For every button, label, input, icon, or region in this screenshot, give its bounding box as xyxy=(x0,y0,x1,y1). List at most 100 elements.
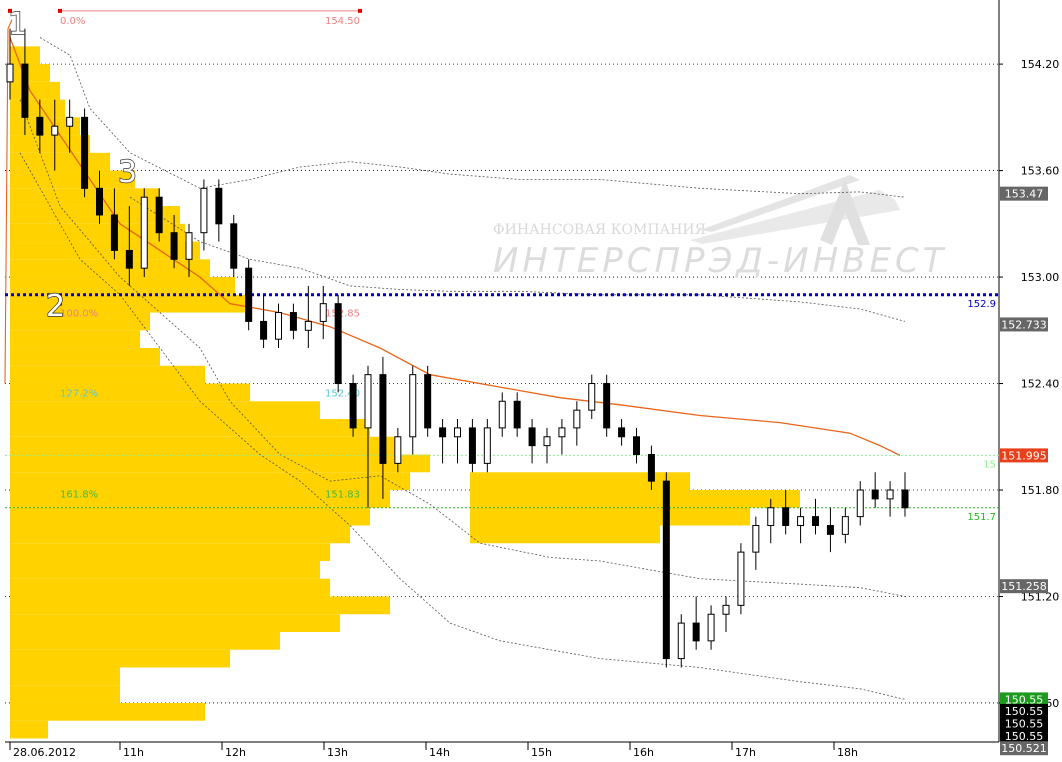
bear-candle xyxy=(125,249,133,269)
bull-candle xyxy=(543,436,551,447)
price-tag-label: 150.55 xyxy=(1005,717,1044,730)
x-tick-label: 12h xyxy=(225,746,246,759)
horizontal-levels-layer: 152.9 15 151.7 xyxy=(5,293,999,523)
volume-profile-bar xyxy=(10,152,110,171)
grid-layer xyxy=(5,0,1000,743)
bull-candle xyxy=(304,320,312,331)
bear-candle xyxy=(812,516,819,527)
volume-profile-bar xyxy=(10,525,350,544)
bull-candle xyxy=(886,489,894,500)
volume-profile-bar xyxy=(10,206,180,224)
fib-anchor-point xyxy=(58,301,62,306)
bear-candle xyxy=(245,267,253,322)
bull-candle xyxy=(394,436,402,464)
bear-candle xyxy=(603,383,611,429)
volume-profile-bar xyxy=(10,578,330,597)
bear-candle xyxy=(349,383,357,429)
bull-candle xyxy=(364,374,372,429)
bear-candle xyxy=(439,427,447,438)
volume-profile-bar xyxy=(10,543,330,561)
volume-profile-bar xyxy=(10,330,140,349)
price-tag-bg xyxy=(1000,703,1048,718)
volume-profile-bar xyxy=(470,507,750,526)
x-tick-label: 28.06.2012 xyxy=(13,746,76,759)
price-tag-label: 150.55 xyxy=(1005,693,1044,706)
bull-candle xyxy=(752,525,760,553)
horizontal-level-label: 151.7 xyxy=(967,512,996,523)
bull-candle xyxy=(66,116,74,127)
bull-candle xyxy=(200,187,208,234)
indicator-lines-layer xyxy=(4,19,906,700)
horizontal-level-label: 15 xyxy=(983,459,996,470)
bear-candle xyxy=(871,489,879,500)
bull-candle xyxy=(454,427,461,438)
price-tag-bg xyxy=(1000,579,1048,594)
volume-profile-bar xyxy=(10,277,235,295)
bull-candle xyxy=(573,409,581,429)
volume-profile-bar xyxy=(10,348,160,366)
y-tick-label: 153.00 xyxy=(1021,271,1060,284)
bear-candle xyxy=(155,196,163,234)
volume-profile-bar xyxy=(10,596,390,615)
bear-candle xyxy=(21,63,29,118)
volume-profile-bar xyxy=(10,490,390,508)
fib-level-price: 151.83 xyxy=(325,490,360,501)
price-tag-label: 150.521 xyxy=(1001,742,1047,755)
moving-average-start xyxy=(4,19,13,384)
y-tick-label: 151.80 xyxy=(1021,484,1060,497)
volume-profile-bar xyxy=(10,135,90,153)
x-tick-label: 17h xyxy=(735,746,756,759)
price-tag-bg xyxy=(1000,448,1048,463)
volume-profile-bar xyxy=(10,170,135,189)
y-tick-label: 153.60 xyxy=(1021,165,1060,178)
mid-band-line xyxy=(19,99,906,597)
bear-candle xyxy=(260,320,268,340)
volume-profile-bar xyxy=(470,472,690,491)
bull-candle xyxy=(677,622,685,660)
price-tag-label: 151.258 xyxy=(1001,580,1047,593)
horizontal-level-label: 152.9 xyxy=(967,299,996,310)
volume-profile-bar xyxy=(10,702,205,721)
y-tick-label: 154.20 xyxy=(1021,58,1060,71)
x-tick-label: 15h xyxy=(531,746,552,759)
volume-profile-bar xyxy=(10,383,250,402)
volume-profile-bar xyxy=(10,507,370,526)
bear-candle xyxy=(618,427,626,438)
bull-candle xyxy=(588,383,596,411)
moving-average-line xyxy=(9,37,901,456)
wave-label: 3 xyxy=(118,155,137,190)
bear-candle xyxy=(36,116,44,136)
price-tag-bg xyxy=(1000,728,1048,743)
low-band-line xyxy=(19,152,906,700)
bear-candle xyxy=(230,223,238,269)
bear-candle xyxy=(468,427,476,464)
price-tag-bg xyxy=(1000,186,1048,201)
y-tick-label: 151.20 xyxy=(1021,590,1060,603)
fib-level-pct: 127.2% xyxy=(60,389,98,400)
volume-profile-bar xyxy=(10,259,210,278)
upper-band-line xyxy=(39,37,906,198)
volume-profile-bar xyxy=(10,614,340,632)
bear-candle xyxy=(170,232,178,260)
watermark-layer: ФИНАНСОВАЯ КОМПАНИЯ ИНТЕРСПРЭД-ИНВЕСТ xyxy=(493,175,943,281)
bull-candle xyxy=(409,374,417,438)
price-tag-bg xyxy=(1000,317,1048,332)
bear-candle xyxy=(379,374,387,464)
bear-candle xyxy=(424,374,432,429)
fib-anchor-point xyxy=(58,8,62,13)
bull-candle xyxy=(722,604,730,615)
watermark-logo-shape xyxy=(700,175,860,232)
candles-layer xyxy=(6,28,909,668)
price-tag-bg xyxy=(1000,692,1048,707)
bear-candle xyxy=(81,116,89,189)
fib-anchor-point xyxy=(358,8,362,13)
x-tick-label: 13h xyxy=(327,746,348,759)
bull-candle xyxy=(185,232,193,260)
volume-profile-bar xyxy=(10,454,430,473)
x-tick-label: 16h xyxy=(633,746,654,759)
price-tag-label: 151.995 xyxy=(1001,449,1047,462)
bear-candle xyxy=(96,187,103,216)
fib-level-pct: 100.0% xyxy=(60,309,98,320)
bear-candle xyxy=(692,622,700,642)
